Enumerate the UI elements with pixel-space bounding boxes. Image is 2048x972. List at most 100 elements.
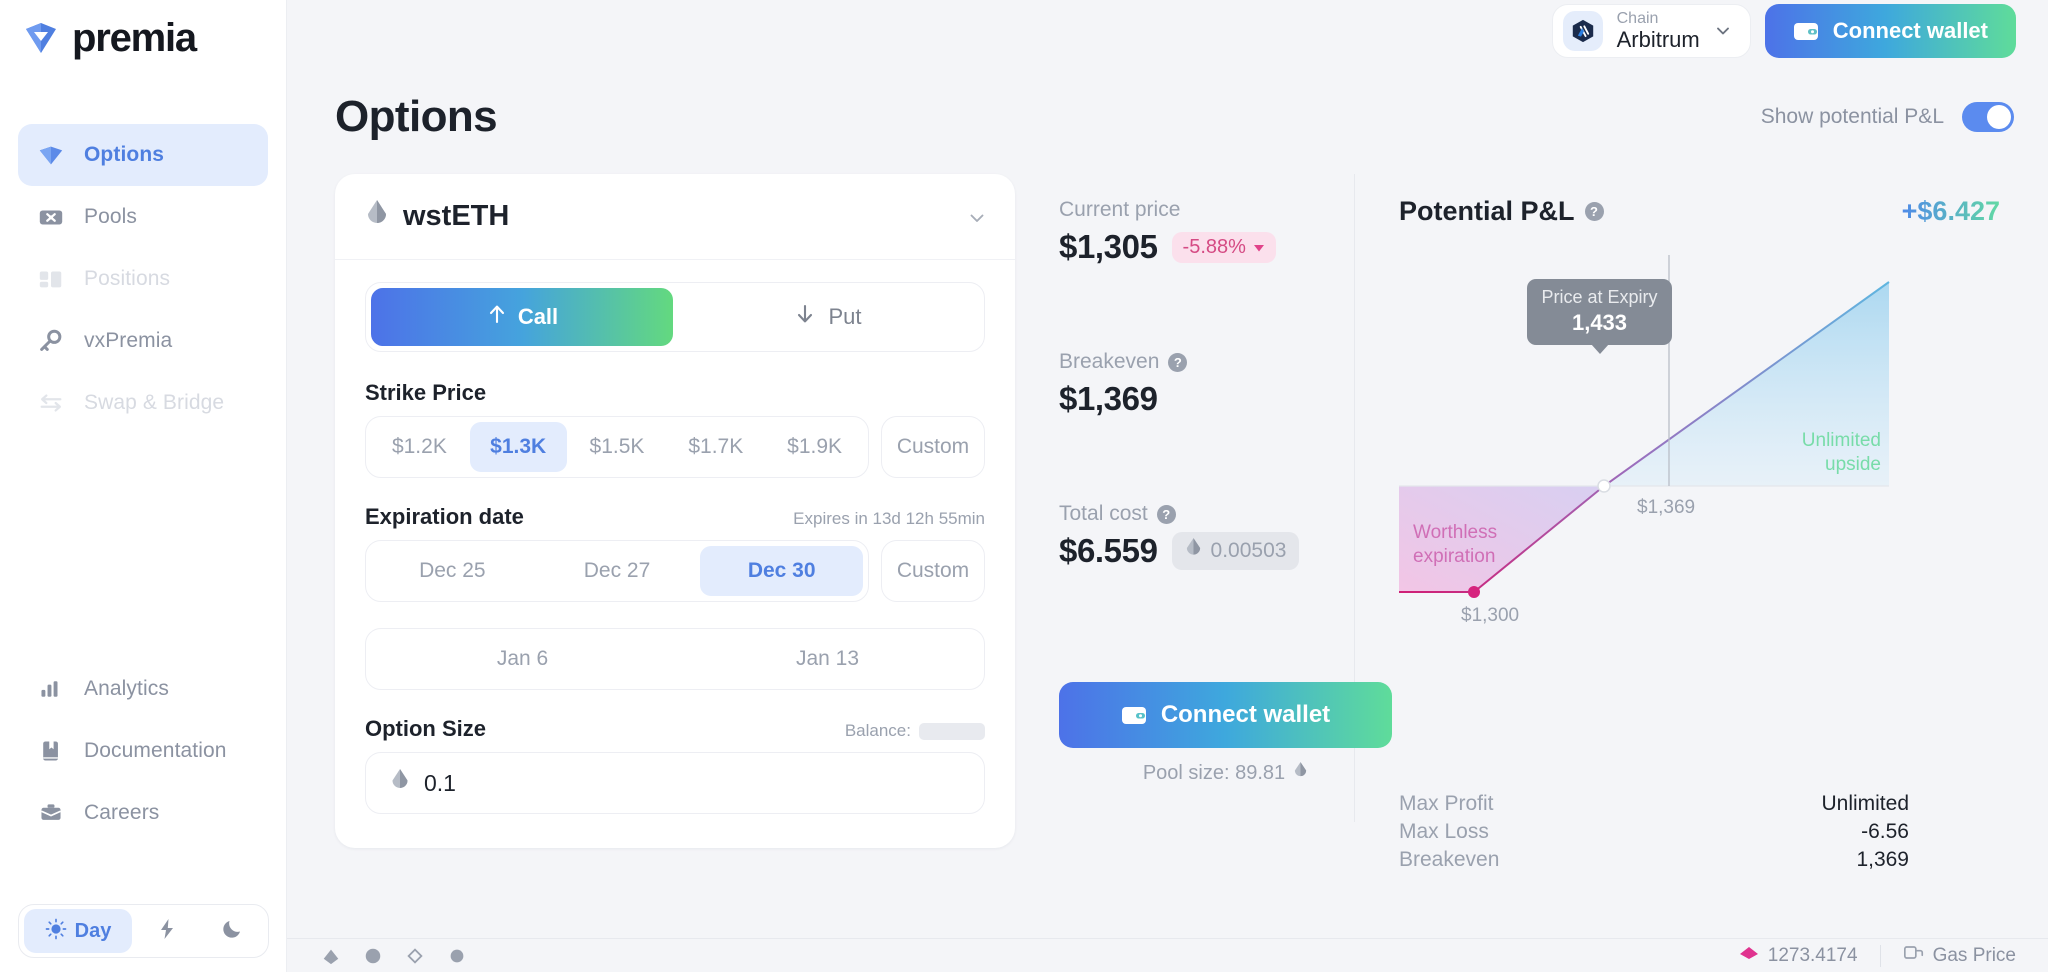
sidebar-item-pools[interactable]: Pools	[18, 186, 268, 248]
worthless-expiration-label: Worthless expiration	[1413, 522, 1498, 567]
bottom-divider	[287, 938, 2048, 939]
asset-selector[interactable]: wstETH	[335, 174, 1015, 260]
summary-value: Unlimited	[1821, 792, 1909, 815]
gas-icon	[1903, 944, 1925, 967]
unlimited-upside-label: Unlimited upside	[1801, 430, 1881, 475]
connect-wallet-label: Connect wallet	[1832, 18, 1988, 43]
sidebar-item-vxpremia[interactable]: vxPremia	[18, 310, 268, 372]
premia-pink-icon	[1738, 945, 1760, 967]
bottom-icon-1[interactable]	[321, 946, 341, 966]
sidebar-item-swap-bridge[interactable]: Swap & Bridge	[18, 372, 268, 434]
bottom-icon-4[interactable]	[447, 946, 467, 966]
strike-option-4[interactable]: $1.7K	[688, 435, 744, 458]
sidebar-item-options[interactable]: Options	[18, 124, 268, 186]
sidebar-item-positions[interactable]: Positions	[18, 248, 268, 310]
pl-chart: Price at Expiry 1,433 $1,369 $1,300 Unli…	[1399, 237, 1909, 667]
order-cta: Connect wallet Pool size: 89.81	[1059, 682, 1392, 786]
put-tab[interactable]: Put	[677, 288, 979, 346]
sidebar-item-label: Swap & Bridge	[84, 391, 225, 414]
strike-option-2[interactable]: $1.3K	[469, 422, 567, 472]
bottom-status-bar: 1273.4174 Gas Price	[287, 939, 2048, 972]
current-price-label: Current price	[1059, 198, 1181, 221]
price-at-expiry-tooltip: Price at Expiry 1,433	[1527, 279, 1672, 355]
show-potential-pl-toggle[interactable]	[1962, 102, 2014, 132]
topbar: Chain Arbitrum Connect wal	[287, 0, 2048, 62]
expiration-option-jan6[interactable]: Jan 6	[496, 647, 549, 670]
expiration-option-dec30[interactable]: Dec 30	[700, 546, 864, 596]
strike-price-label: Strike Price	[365, 380, 487, 405]
pool-size-row: Pool size: 89.81	[1059, 761, 1392, 786]
call-tab-label: Call	[517, 304, 559, 329]
potential-pl-title-row: Potential P&L ?	[1399, 196, 1604, 227]
wsteth-drop-icon	[1185, 537, 1202, 565]
help-icon[interactable]: ?	[1168, 352, 1188, 372]
current-price-value: $1,305	[1059, 228, 1158, 265]
book-icon	[36, 736, 66, 766]
pools-icon	[36, 202, 66, 232]
expiration-option-jan13[interactable]: Jan 13	[795, 647, 860, 670]
total-cost-value: $6.559	[1059, 532, 1158, 569]
current-price-change-value: -5.88%	[1182, 235, 1246, 258]
strike-price-row: $1.2K $1.3K $1.5K $1.7K $1.9K Custom	[365, 416, 985, 478]
content-row: wstETH	[287, 142, 2048, 871]
theme-option-night[interactable]	[202, 909, 264, 953]
chain-selector[interactable]: Chain Arbitrum	[1551, 4, 1751, 58]
strike-custom-button[interactable]: Custom	[881, 416, 985, 478]
strike-option-1[interactable]: $1.2K	[391, 435, 447, 458]
help-icon[interactable]: ?	[1584, 202, 1604, 221]
stats-column: Current price $1,305 -5.88% Breakeven	[1015, 174, 1392, 822]
lightning-icon	[155, 917, 179, 946]
chevron-down-icon	[967, 208, 985, 226]
sidebar-item-label: Pools	[84, 205, 138, 228]
connect-wallet-button-main[interactable]: Connect wallet	[1059, 682, 1392, 748]
gas-price-item[interactable]: Gas Price	[1903, 944, 2016, 967]
arrow-down-icon	[794, 303, 816, 331]
option-size-input[interactable]: 0.1	[365, 752, 985, 814]
summary-row-max-profit: Max Profit Unlimited	[1399, 790, 1909, 818]
option-size-label-row: Option Size Balance:	[365, 716, 985, 742]
bottom-bar-right: 1273.4174 Gas Price	[1738, 944, 2016, 967]
expiration-group-2: Jan 6 Jan 13	[365, 628, 985, 690]
summary-key: Max Profit	[1399, 792, 1494, 815]
bottom-bar-separator	[1879, 944, 1881, 967]
strike-option-3[interactable]: $1.5K	[589, 435, 645, 458]
help-icon[interactable]: ?	[1156, 504, 1176, 524]
call-tab[interactable]: Call	[371, 288, 673, 346]
potential-pl-title: Potential P&L	[1399, 196, 1575, 226]
sidebar-nav: Options Pools	[0, 124, 286, 434]
sidebar-item-analytics[interactable]: Analytics	[18, 658, 269, 720]
summary-value: 1,369	[1856, 848, 1909, 871]
sidebar-item-label: Careers	[84, 801, 160, 824]
pl-summary: Max Profit Unlimited Max Loss -6.56 Brea…	[1399, 790, 1909, 874]
chain-kicker: Chain	[1616, 9, 1659, 27]
arbitrum-icon	[1562, 11, 1603, 51]
bottom-icon-3[interactable]	[405, 946, 425, 966]
breakeven-value: $1,369	[1059, 380, 1158, 417]
wallet-icon	[1121, 705, 1147, 726]
current-price-block: Current price $1,305 -5.88%	[1059, 198, 1354, 266]
sidebar-item-careers[interactable]: Careers	[18, 782, 269, 844]
arrow-up-icon	[486, 303, 508, 331]
sidebar-item-documentation[interactable]: Documentation	[18, 720, 269, 782]
strike-option-5[interactable]: $1.9K	[787, 435, 843, 458]
expiration-option-dec27[interactable]: Dec 27	[583, 559, 651, 582]
theme-option-auto[interactable]	[136, 909, 198, 953]
moon-icon	[220, 917, 244, 946]
premia-price-item[interactable]: 1273.4174	[1738, 945, 1858, 967]
theme-option-day[interactable]: Day	[24, 909, 132, 953]
expiration-custom-button[interactable]: Custom	[881, 540, 985, 602]
summary-row-max-loss: Max Loss -6.56	[1399, 818, 1909, 846]
bottom-icon-2[interactable]	[363, 946, 383, 966]
expiration-group-1: Dec 25 Dec 27 Dec 30	[365, 540, 869, 602]
total-cost-token-badge: 0.00503	[1171, 532, 1300, 570]
strike-price-group: $1.2K $1.3K $1.5K $1.7K $1.9K	[365, 416, 869, 478]
sun-icon	[45, 918, 67, 945]
page-header: Options Show potential P&L	[287, 62, 2048, 142]
brand[interactable]: premia	[0, 0, 286, 62]
expiration-option-dec25[interactable]: Dec 25	[419, 559, 486, 582]
diamond-icon	[36, 140, 66, 170]
triangle-down-icon	[1253, 236, 1265, 259]
option-size-label: Option Size	[365, 716, 486, 741]
connect-wallet-button-header[interactable]: Connect wallet	[1764, 4, 2016, 58]
